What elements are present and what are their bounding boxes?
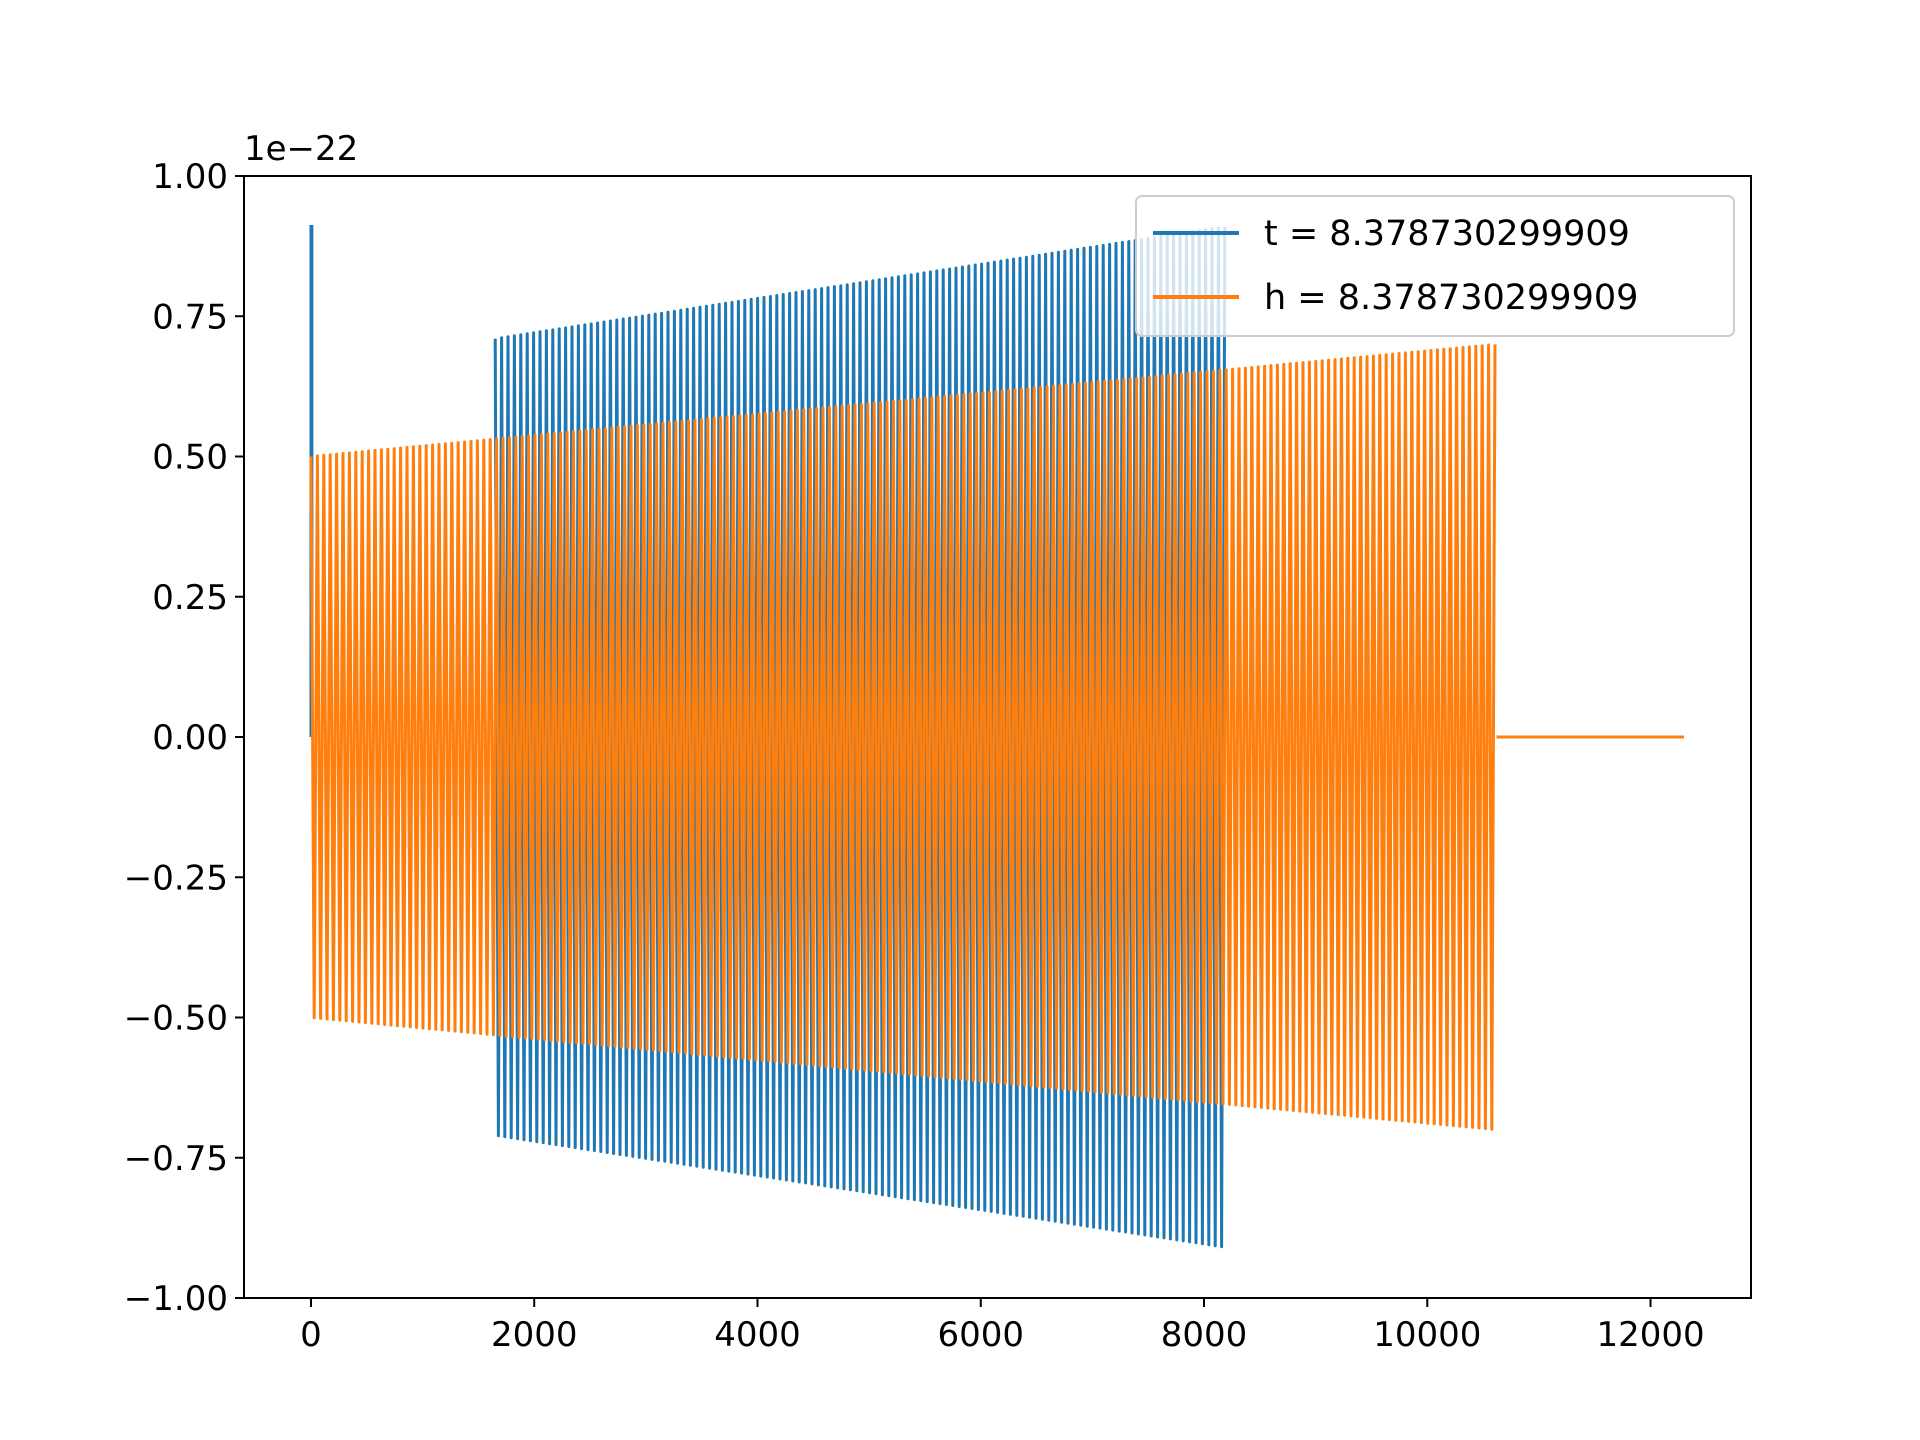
x-tick-label: 4000 bbox=[714, 1315, 801, 1355]
plot-area bbox=[309, 224, 1685, 1249]
legend: t = 8.378730299909 h = 8.378730299909 bbox=[1135, 195, 1735, 337]
x-tick-label: 6000 bbox=[937, 1315, 1024, 1355]
y-tick-label: −0.75 bbox=[124, 1139, 228, 1179]
axis-ticks: 0 2000 4000 6000 8000 10000 12000 −1.00 −0.75 −0.… bbox=[124, 157, 1705, 1355]
legend-label-t: t = 8.378730299909 bbox=[1264, 214, 1630, 254]
y-tick-label: 0.50 bbox=[152, 438, 228, 478]
x-tick-label: 8000 bbox=[1161, 1315, 1248, 1355]
y-tick-label: 0.00 bbox=[152, 718, 228, 758]
series-h bbox=[309, 343, 1685, 1131]
x-tick-label: 12000 bbox=[1596, 1315, 1704, 1355]
series-group bbox=[309, 224, 1685, 1249]
y-tick-label: −0.50 bbox=[124, 999, 228, 1039]
y-tick-label: −0.25 bbox=[124, 858, 228, 898]
x-tick-label: 0 bbox=[300, 1315, 322, 1355]
x-tick-label: 2000 bbox=[491, 1315, 578, 1355]
x-tick-label: 10000 bbox=[1373, 1315, 1481, 1355]
y-offset-text: 1e−22 bbox=[244, 129, 358, 169]
legend-box bbox=[1135, 195, 1735, 337]
series-t-oscillation bbox=[493, 226, 1227, 1249]
legend-label-h: h = 8.378730299909 bbox=[1264, 278, 1638, 318]
y-tick-label: −1.00 bbox=[124, 1279, 228, 1319]
y-tick-label: 0.25 bbox=[152, 578, 228, 618]
y-tick-label: 1.00 bbox=[152, 157, 228, 197]
series-h-oscillation bbox=[309, 343, 1497, 1131]
y-tick-label: 0.75 bbox=[152, 297, 228, 337]
